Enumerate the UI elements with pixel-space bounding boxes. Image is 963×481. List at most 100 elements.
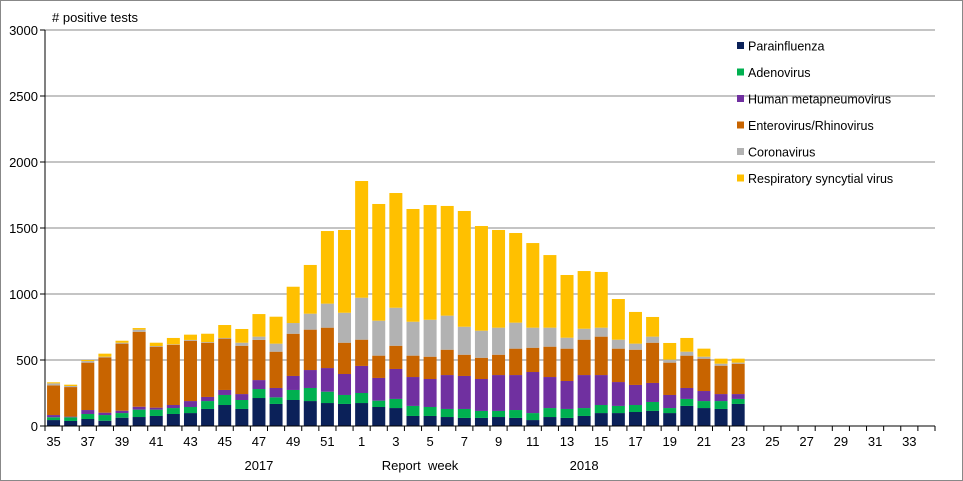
bar-segment: [355, 339, 369, 366]
bar-segment: [680, 337, 694, 352]
bar-segment: [389, 307, 403, 346]
bar-segment: [269, 387, 283, 398]
bar-segment: [269, 403, 283, 426]
bar-segment: [714, 365, 728, 395]
bar-segment: [355, 393, 369, 404]
bar-segment: [166, 405, 180, 409]
bar-segment: [235, 342, 249, 346]
bar-segment: [423, 205, 437, 320]
bar-segment: [594, 336, 608, 376]
bar-segment: [526, 413, 540, 421]
bar-segment: [338, 373, 352, 395]
bar-segment: [81, 419, 95, 426]
bar-segment: [577, 415, 591, 426]
y-axis-title: # positive tests: [52, 10, 138, 25]
y-tick-label: 1000: [9, 287, 38, 302]
bar-segment: [252, 336, 266, 340]
x-tick-label: 47: [252, 434, 266, 449]
bar-segment: [149, 409, 163, 416]
bar-segment: [628, 384, 642, 406]
x-tick-label: 13: [560, 434, 574, 449]
bar-segment: [320, 327, 334, 369]
bar-segment: [594, 271, 608, 328]
bar-segment: [201, 401, 215, 409]
bar-segment: [474, 330, 488, 358]
bar-segment: [132, 406, 146, 410]
bar-segment: [492, 327, 506, 355]
bar-segment: [731, 403, 745, 426]
bar-segment: [509, 410, 523, 418]
bar-segment: [355, 403, 369, 426]
x-tick-label: 49: [286, 434, 300, 449]
bar-segment: [406, 355, 420, 378]
bar-segment: [269, 351, 283, 388]
bar-segment: [663, 362, 677, 395]
bar-segment: [132, 417, 146, 426]
bar-segment: [269, 343, 283, 352]
bar-segment: [526, 372, 540, 414]
bar-segment: [509, 375, 523, 411]
y-tick-label: 500: [16, 353, 38, 368]
bar-segment: [47, 385, 61, 416]
bar-segment: [423, 379, 437, 407]
bar-segment: [492, 410, 506, 418]
year-label: 2018: [570, 458, 599, 473]
legend-label: Human metapneumovirus: [748, 93, 891, 107]
bar-segment: [457, 408, 471, 418]
bar-segment: [286, 286, 300, 324]
bar-segment: [474, 379, 488, 411]
bar-segment: [320, 403, 334, 426]
bar-segment: [338, 312, 352, 343]
bar-segment: [457, 326, 471, 355]
x-tick-label: 23: [731, 434, 745, 449]
bar-segment: [492, 375, 506, 411]
legend-swatch: [737, 174, 744, 182]
bars: [47, 181, 745, 426]
y-tick-label: 1500: [9, 221, 38, 236]
bar-segment: [355, 181, 369, 298]
x-tick-label: 35: [46, 434, 60, 449]
bar-segment: [611, 348, 625, 383]
bar-segment: [149, 342, 163, 347]
bar-segment: [406, 321, 420, 356]
bar-segment: [389, 398, 403, 409]
x-tick-label: 43: [183, 434, 197, 449]
bar-segment: [98, 357, 112, 413]
bar-segment: [149, 346, 163, 408]
x-tick-label: 51: [320, 434, 334, 449]
bar-segment: [492, 229, 506, 328]
bar-segment: [252, 339, 266, 381]
bar-segment: [166, 408, 180, 414]
bar-segment: [338, 394, 352, 404]
bar-segment: [183, 413, 197, 426]
bar-segment: [201, 333, 215, 343]
bar-segment: [149, 346, 163, 347]
bar-segment: [543, 327, 557, 347]
bar-segment: [81, 413, 95, 420]
bar-segment: [440, 315, 454, 350]
bar-segment: [628, 349, 642, 385]
bar-segment: [201, 396, 215, 402]
bar-segment: [303, 370, 317, 388]
bar-segment: [611, 382, 625, 406]
x-tick-label: 1: [358, 434, 365, 449]
bar-segment: [235, 399, 249, 409]
bar-segment: [543, 346, 557, 378]
bar-segment: [64, 387, 78, 417]
legend-swatch: [737, 95, 744, 102]
bar-segment: [680, 398, 694, 406]
bar-segment: [303, 329, 317, 371]
bar-segment: [714, 408, 728, 426]
x-tick-label: 17: [628, 434, 642, 449]
legend-swatch: [737, 42, 744, 49]
x-tick-label: 39: [115, 434, 129, 449]
bar-segment: [286, 399, 300, 426]
bar-segment: [628, 405, 642, 413]
bar-segment: [269, 316, 283, 344]
bar-segment: [389, 193, 403, 308]
bar-segment: [423, 415, 437, 426]
bar-segment: [714, 394, 728, 402]
bar-segment: [680, 355, 694, 388]
bar-segment: [389, 368, 403, 399]
bar-segment: [115, 343, 129, 411]
